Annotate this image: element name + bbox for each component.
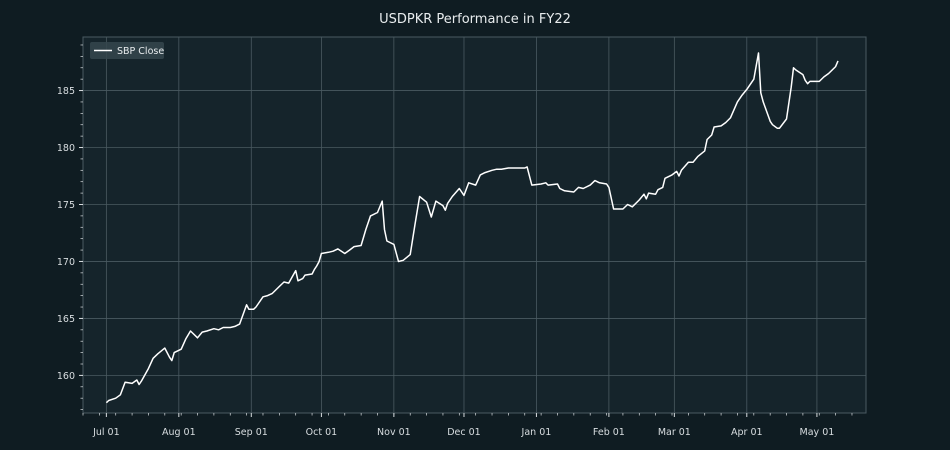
series-line-sbp-close <box>105 52 839 404</box>
axes-border <box>82 36 867 414</box>
grid <box>83 37 866 413</box>
x-tick-label: Nov 01 <box>377 427 411 438</box>
plot-area <box>83 37 866 413</box>
y-tick-label: 180 <box>57 143 75 154</box>
x-tick-label: May 01 <box>800 427 835 438</box>
x-tick-label: Dec 01 <box>447 427 481 438</box>
y-axis: 160 165 170 175 180 185 <box>57 86 83 382</box>
axes-frame <box>82 36 867 414</box>
minor-ticks <box>80 44 853 416</box>
x-tick-label: Sep 01 <box>235 427 268 438</box>
y-tick-label: 185 <box>57 86 75 97</box>
x-tick-label: Mar 01 <box>658 427 691 438</box>
legend-label: SBP Close <box>117 46 164 57</box>
legend: SBP Close <box>90 42 164 59</box>
x-tick-label: Aug 01 <box>162 427 196 438</box>
x-axis: Jul 01 Aug 01 Sep 01 Oct 01 Nov 01 Dec 01 Jan … <box>92 413 834 438</box>
x-tick-label: Jan 01 <box>521 427 552 438</box>
y-tick-label: 170 <box>57 257 75 268</box>
x-tick-label: Apr 01 <box>731 427 763 438</box>
chart-title: USDPKR Performance in FY22 <box>379 12 571 27</box>
y-tick-label: 160 <box>57 371 75 382</box>
y-tick-label: 165 <box>57 314 75 325</box>
series-layer <box>105 52 839 404</box>
x-tick-label: Oct 01 <box>306 427 338 438</box>
x-tick-label: Feb 01 <box>593 427 625 438</box>
legend-box <box>90 42 164 59</box>
x-tick-label: Jul 01 <box>92 427 120 438</box>
y-tick-label: 175 <box>57 200 75 211</box>
